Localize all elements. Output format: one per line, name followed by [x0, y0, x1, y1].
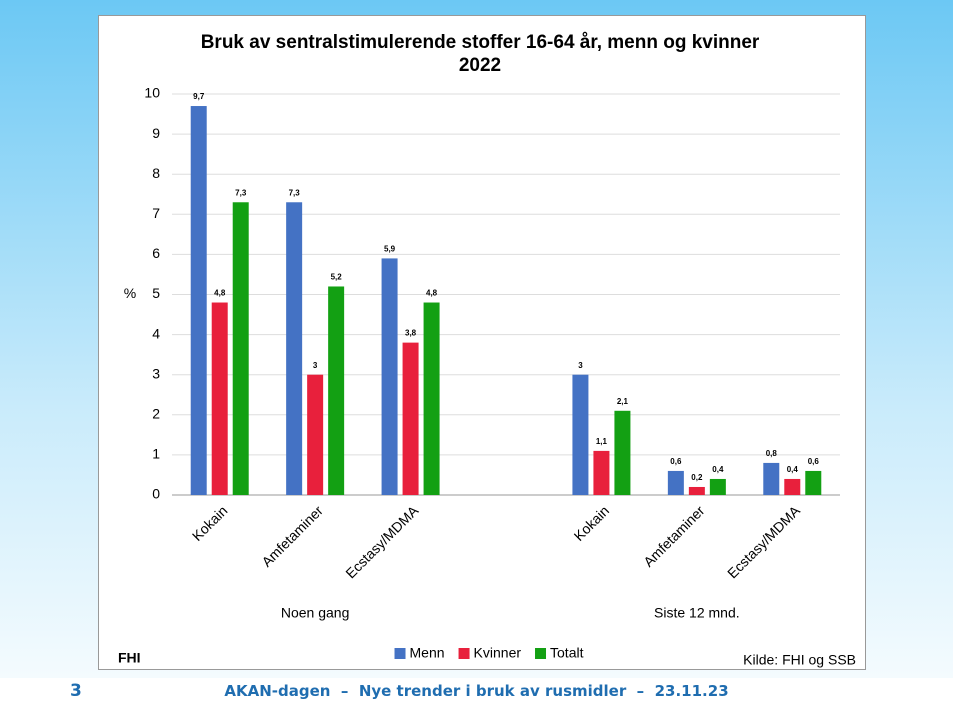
value-label: 9,7	[193, 92, 205, 101]
y-tick-label: 0	[152, 486, 160, 502]
value-label: 0,4	[712, 465, 724, 474]
y-tick-label: 1	[152, 446, 160, 462]
group-label: Noen gang	[281, 605, 350, 621]
y-tick-label: 2	[152, 406, 160, 422]
page-number: 3	[70, 681, 82, 701]
x-tick-label: Ecstasy/MDMA	[724, 502, 803, 581]
y-axis-label: %	[124, 285, 136, 301]
value-label: 0,6	[670, 457, 682, 466]
legend-label: Kvinner	[474, 645, 522, 661]
value-label: 4,8	[214, 289, 226, 298]
group-label: Siste 12 mnd.	[654, 605, 740, 621]
bar	[402, 342, 419, 495]
source-note: Kilde: FHI og SSB	[743, 652, 856, 668]
bar	[307, 374, 324, 495]
value-label: 0,8	[766, 449, 778, 458]
bar	[190, 106, 207, 495]
bar	[232, 202, 249, 495]
x-tick-label: Kokain	[189, 502, 231, 544]
bar	[593, 450, 610, 495]
value-label: 0,2	[691, 473, 703, 482]
legend-swatch	[394, 648, 406, 659]
y-tick-label: 8	[152, 165, 160, 181]
legend-label: Totalt	[550, 645, 584, 661]
bar	[328, 286, 345, 495]
value-label: 1,1	[596, 437, 608, 446]
legend-swatch	[535, 648, 547, 659]
bar	[805, 470, 822, 495]
value-label: 0,4	[787, 465, 799, 474]
value-label: 0,6	[808, 457, 820, 466]
bar	[286, 202, 303, 495]
y-tick-label: 7	[152, 205, 160, 221]
bar	[423, 302, 440, 495]
value-label: 7,3	[235, 188, 247, 197]
value-label: 5,9	[384, 245, 396, 254]
y-tick-label: 6	[152, 245, 160, 261]
bar	[211, 302, 228, 495]
value-label: 5,2	[331, 273, 343, 282]
y-tick-label: 4	[152, 325, 160, 341]
y-tick-label: 10	[144, 85, 160, 101]
bar	[572, 374, 589, 495]
x-tick-label: Kokain	[571, 502, 613, 544]
y-tick-label: 3	[152, 365, 160, 381]
bar	[688, 486, 705, 495]
bar	[381, 258, 398, 495]
bar	[614, 410, 631, 495]
bar	[784, 478, 801, 495]
logo: FHI	[118, 650, 141, 666]
x-tick-label: Amfetaminer	[258, 502, 326, 570]
chart-title: Bruk av sentralstimulerende stoffer 16-6…	[200, 32, 760, 76]
value-label: 3,8	[405, 329, 417, 338]
legend-label: Menn	[410, 645, 445, 661]
value-label: 4,8	[426, 289, 438, 298]
bar	[667, 470, 684, 495]
footer-text: AKAN-dagen – Nye trender i bruk av rusmi…	[224, 682, 729, 700]
y-tick-label: 9	[152, 125, 160, 141]
x-tick-label: Amfetaminer	[640, 502, 708, 570]
y-tick-label: 5	[152, 285, 160, 301]
bar	[709, 478, 726, 495]
x-tick-label: Ecstasy/MDMA	[342, 502, 421, 581]
value-label: 2,1	[617, 397, 629, 406]
value-label: 7,3	[289, 188, 301, 197]
bar	[763, 462, 780, 495]
value-label: 3	[313, 361, 318, 370]
value-label: 3	[578, 361, 583, 370]
legend-swatch	[458, 648, 470, 659]
